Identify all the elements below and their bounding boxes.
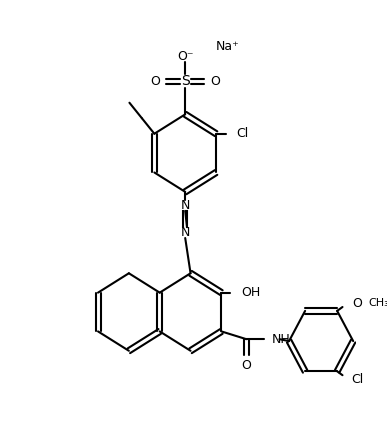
Text: Cl: Cl — [236, 127, 248, 140]
Text: N: N — [180, 199, 190, 212]
Text: S: S — [181, 74, 190, 88]
Text: O: O — [151, 75, 161, 88]
Text: Cl: Cl — [351, 373, 364, 385]
Text: OH: OH — [242, 286, 261, 299]
Text: O: O — [210, 75, 220, 88]
Text: N: N — [180, 226, 190, 239]
Text: O: O — [353, 297, 362, 310]
Text: O: O — [241, 359, 251, 371]
Text: O⁻: O⁻ — [177, 49, 194, 63]
Text: NH: NH — [272, 332, 291, 346]
Text: Na⁺: Na⁺ — [216, 40, 239, 53]
Text: CH₃: CH₃ — [368, 298, 387, 308]
